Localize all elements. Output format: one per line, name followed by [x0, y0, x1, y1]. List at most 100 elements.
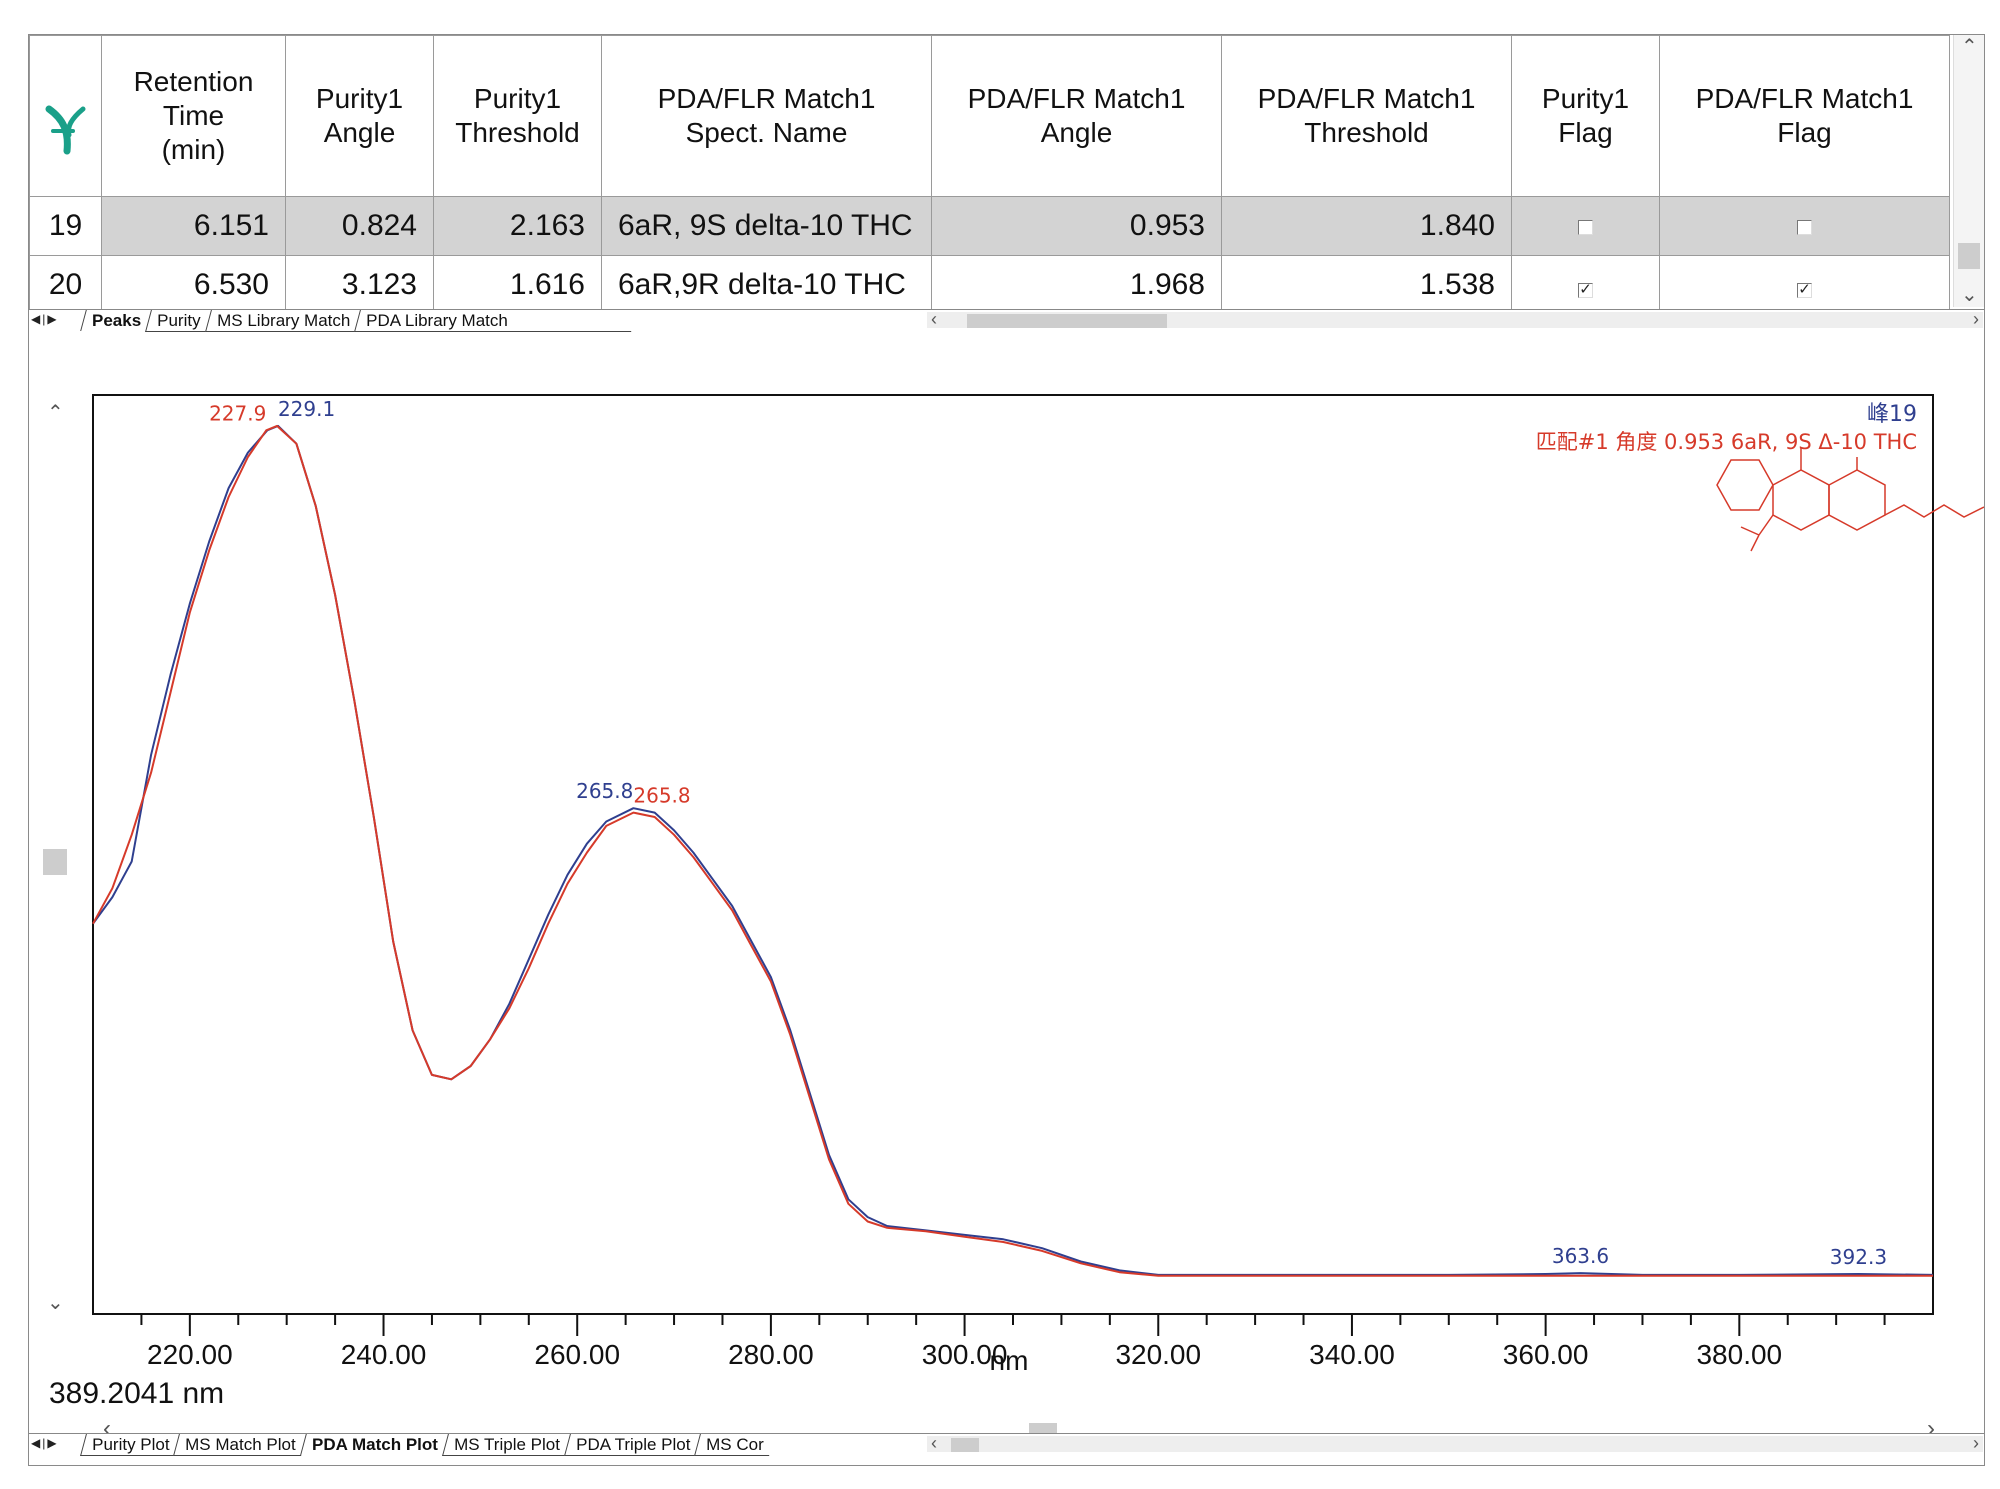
scroll-right-icon[interactable]: › — [1973, 309, 1979, 329]
plot-tabs-horizontal-scrollbar[interactable]: ‹ › — [927, 1433, 1983, 1453]
scroll-left-icon[interactable]: ‹ — [931, 309, 937, 329]
x-tick-label: 300.00 — [922, 1339, 1008, 1370]
plot-tab-bar: ◀|▶ Purity Plot MS Match Plot PDA Match … — [29, 1433, 1984, 1456]
match-flag-checkbox[interactable]: ✓ — [1797, 281, 1812, 298]
tab-ms-library-match[interactable]: MS Library Match — [204, 310, 361, 332]
cell-purity-threshold[interactable]: 2.163 — [433, 196, 602, 256]
plot-tabs-hscroll-thumb[interactable] — [951, 1438, 979, 1452]
x-tick-label: 320.00 — [1115, 1339, 1201, 1370]
cell-purity-flag: ✓ — [1511, 255, 1660, 315]
row-index[interactable]: 20 — [29, 255, 102, 315]
peak-label: 265.8 — [633, 784, 690, 808]
cell-purity-flag — [1511, 196, 1660, 256]
cell-match-threshold[interactable]: 1.840 — [1221, 196, 1512, 256]
grid-hscroll-thumb[interactable] — [967, 314, 1167, 328]
col-header-purity-angle[interactable]: Purity1 Angle — [285, 35, 434, 197]
col-header-retention-time[interactable]: Retention Time (min) — [101, 35, 286, 197]
scroll-left-icon[interactable]: ‹ — [103, 1415, 111, 1442]
x-tick-label: 280.00 — [728, 1339, 814, 1370]
peak-title: 峰19 — [1867, 402, 1917, 427]
tab-label: Purity Plot — [92, 1435, 170, 1454]
cell-match-angle[interactable]: 1.968 — [931, 255, 1222, 315]
grid-vertical-scrollbar[interactable]: ⌃ ⌄ — [1953, 35, 1984, 307]
x-axis-labels: 220.00 240.00 260.00 280.00 300.00 320.00 340.… — [147, 1339, 1782, 1370]
purity-flag-checkbox[interactable] — [1578, 220, 1593, 235]
tab-label: PDA Match Plot — [312, 1435, 438, 1454]
tab-nav-arrows-icon[interactable]: ◀|▶ — [31, 1436, 59, 1450]
col-header-purity-flag[interactable]: Purity1 Flag — [1511, 35, 1660, 197]
x-tick-label: 360.00 — [1503, 1339, 1589, 1370]
plot-vertical-scrollbar[interactable]: ⌃ ⌄ — [43, 403, 67, 1317]
tab-peaks[interactable]: Peaks — [80, 310, 152, 331]
grid-tab-bar: ◀|▶ Peaks Purity MS Library Match PDA Li… — [29, 309, 1984, 332]
match-flag-checkbox[interactable] — [1797, 220, 1812, 235]
cell-match-threshold[interactable]: 1.538 — [1221, 255, 1512, 315]
cell-match-flag — [1659, 196, 1950, 256]
grid-horizontal-scrollbar[interactable]: ‹ › — [927, 309, 1983, 329]
pda-match-plot-panel: ⌃ ⌄ 220.00 240.00 260.00 280.00 300.00 320.00… — [29, 365, 1984, 1445]
peak-label: 265.8 — [576, 779, 633, 803]
tab-label: PDA Triple Plot — [575, 1435, 691, 1454]
molecule-structure-icon — [1716, 447, 1984, 552]
window-frame: Retention Time (min) Purity1 Angle Purit… — [28, 34, 1985, 1466]
scroll-right-icon[interactable]: › — [1927, 1415, 1935, 1442]
col-header-spect-name[interactable]: PDA/FLR Match1 Spect. Name — [601, 35, 932, 197]
tab-pda-match-plot[interactable]: PDA Match Plot — [300, 1434, 449, 1455]
scroll-up-icon[interactable]: ⌃ — [47, 402, 64, 424]
col-header-match-angle[interactable]: PDA/FLR Match1 Angle — [931, 35, 1222, 197]
tab-label: MS Triple Plot — [454, 1435, 560, 1454]
tab-label: MS Library Match — [216, 311, 350, 330]
tab-ms-triple-plot[interactable]: MS Triple Plot — [442, 1434, 571, 1456]
tab-label: MS Match Plot — [185, 1435, 297, 1454]
tab-pda-triple-plot[interactable]: PDA Triple Plot — [563, 1434, 702, 1456]
cell-match-flag: ✓ — [1659, 255, 1950, 315]
results-table: Retention Time (min) Purity1 Angle Purit… — [29, 35, 1950, 315]
col-header-purity-threshold[interactable]: Purity1 Threshold — [433, 35, 602, 197]
pda-spectrum-chart[interactable]: 220.00 240.00 260.00 280.00 300.00 320.00 340.… — [29, 365, 1984, 1375]
plot-vscroll-thumb[interactable] — [43, 849, 67, 875]
series-group — [92, 424, 1934, 1277]
grid-corner-button[interactable] — [29, 35, 102, 197]
peak-label: 227.9 — [209, 401, 266, 425]
x-axis-ticks — [140, 1314, 1886, 1336]
tab-label: Peaks — [92, 311, 142, 330]
cell-purity-angle[interactable]: 0.824 — [285, 196, 434, 256]
col-header-match-threshold[interactable]: PDA/FLR Match1 Threshold — [1221, 35, 1512, 197]
cell-purity-angle[interactable]: 3.123 — [285, 255, 434, 315]
peak-icon — [45, 105, 85, 155]
tab-purity-plot[interactable]: Purity Plot — [80, 1434, 181, 1456]
scroll-up-icon[interactable]: ⌃ — [1961, 36, 1978, 58]
grid-scroll-thumb[interactable] — [1958, 243, 1980, 269]
tab-purity[interactable]: Purity — [145, 310, 212, 332]
tab-label: MS Cor — [706, 1435, 764, 1454]
cell-match-angle[interactable]: 0.953 — [931, 196, 1222, 256]
peak-label: 229.1 — [278, 397, 335, 421]
table-row[interactable]: 19 6.151 0.824 2.163 6aR, 9S delta-10 TH… — [29, 196, 1950, 256]
cell-spect-name[interactable]: 6aR, 9S delta-10 THC — [601, 196, 932, 256]
cursor-wavelength-readout: 389.2041 nm — [49, 1377, 225, 1410]
peak-label: 392.3 — [1830, 1245, 1887, 1269]
scroll-right-icon[interactable]: › — [1973, 1433, 1979, 1453]
tab-pda-library-match[interactable]: PDA Library Match — [353, 310, 637, 332]
cell-spect-name[interactable]: 6aR,9R delta-10 THC — [601, 255, 932, 315]
peak-labels: 227.9 229.1 265.8 265.8 363.6 392.3 — [209, 397, 1887, 1269]
library-spectrum-line[interactable] — [92, 424, 1933, 1277]
x-tick-label: 380.00 — [1696, 1339, 1782, 1370]
tab-ms-match-plot[interactable]: MS Match Plot — [173, 1434, 307, 1456]
tab-label: Purity — [157, 311, 201, 330]
row-index[interactable]: 19 — [29, 196, 102, 256]
plot-tabs: Purity Plot MS Match Plot PDA Match Plot… — [80, 1434, 775, 1456]
table-row[interactable]: 20 6.530 3.123 1.616 6aR,9R delta-10 THC… — [29, 255, 1950, 315]
scroll-down-icon[interactable]: ⌄ — [47, 1292, 64, 1314]
grid-tabs: Peaks Purity MS Library Match PDA Librar… — [80, 310, 637, 332]
purity-flag-checkbox[interactable]: ✓ — [1578, 281, 1593, 298]
cell-retention-time[interactable]: 6.530 — [101, 255, 286, 315]
tab-nav-arrows-icon[interactable]: ◀|▶ — [31, 312, 59, 326]
tab-ms-cor[interactable]: MS Cor — [694, 1434, 775, 1456]
x-axis-title: nm — [990, 1345, 1029, 1375]
cell-purity-threshold[interactable]: 1.616 — [433, 255, 602, 315]
col-header-match-flag[interactable]: PDA/FLR Match1 Flag — [1659, 35, 1950, 197]
cell-retention-time[interactable]: 6.151 — [101, 196, 286, 256]
scroll-down-icon[interactable]: ⌄ — [1961, 284, 1978, 306]
scroll-left-icon[interactable]: ‹ — [931, 1433, 937, 1453]
